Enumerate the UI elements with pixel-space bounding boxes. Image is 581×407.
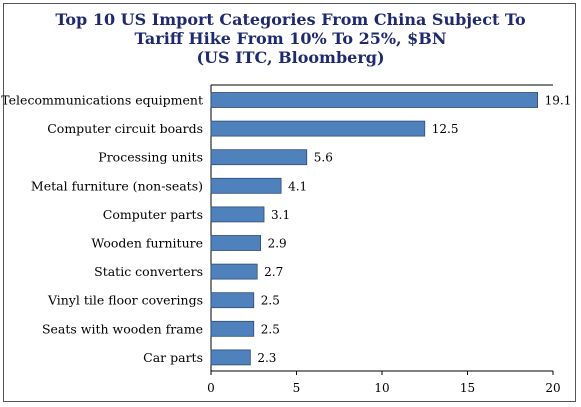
data-label: 2.5 <box>261 294 280 308</box>
category-label: Seats with wooden frame <box>42 321 203 336</box>
bar <box>210 235 261 251</box>
bar <box>210 349 251 366</box>
bar <box>210 320 255 337</box>
x-tick-label: 20 <box>545 381 560 395</box>
category-label: Metal furniture (non-seats) <box>31 178 203 193</box>
category-label: Telecommunications equipment <box>1 93 203 108</box>
category-label: Computer circuit boards <box>47 121 203 136</box>
bar <box>210 263 258 280</box>
data-label: 2.7 <box>264 265 283 279</box>
chart-title-line-1: Top 10 US Import Categories From China S… <box>55 10 526 29</box>
category-label: Static converters <box>94 264 203 279</box>
bar <box>210 149 308 166</box>
bar <box>210 177 282 194</box>
data-label: 2.5 <box>261 322 280 336</box>
bar <box>210 120 426 137</box>
bar <box>210 206 265 223</box>
data-label: 2.3 <box>257 351 276 365</box>
x-tick-label: 0 <box>207 381 215 395</box>
data-label: 4.1 <box>288 179 307 193</box>
chart-title-line-2: Tariff Hike From 10% To 25%, $BN <box>134 29 447 48</box>
category-label: Processing units <box>98 150 203 165</box>
chart-title-line-3: (US ITC, Bloomberg) <box>196 48 385 67</box>
x-tick-label: 15 <box>460 381 475 395</box>
x-tick-label: 5 <box>293 381 301 395</box>
category-label: Wooden furniture <box>91 236 203 251</box>
data-label: 2.9 <box>268 237 287 251</box>
x-tick-label: 10 <box>374 381 389 395</box>
category-label: Car parts <box>143 350 203 365</box>
bar <box>210 292 255 309</box>
data-label: 5.6 <box>314 151 333 165</box>
chart-title: Top 10 US Import Categories From China S… <box>0 10 581 67</box>
chart-frame <box>3 3 576 402</box>
bar <box>210 92 539 108</box>
category-label: Computer parts <box>103 207 203 222</box>
data-label: 12.5 <box>432 122 459 136</box>
plot-area: 0 5 10 15 20 Telecommunications equipment 19.1… <box>1 84 572 395</box>
data-label: 19.1 <box>545 94 572 108</box>
category-label: Vinyl tile floor coverings <box>47 293 203 308</box>
data-label: 3.1 <box>271 208 290 222</box>
